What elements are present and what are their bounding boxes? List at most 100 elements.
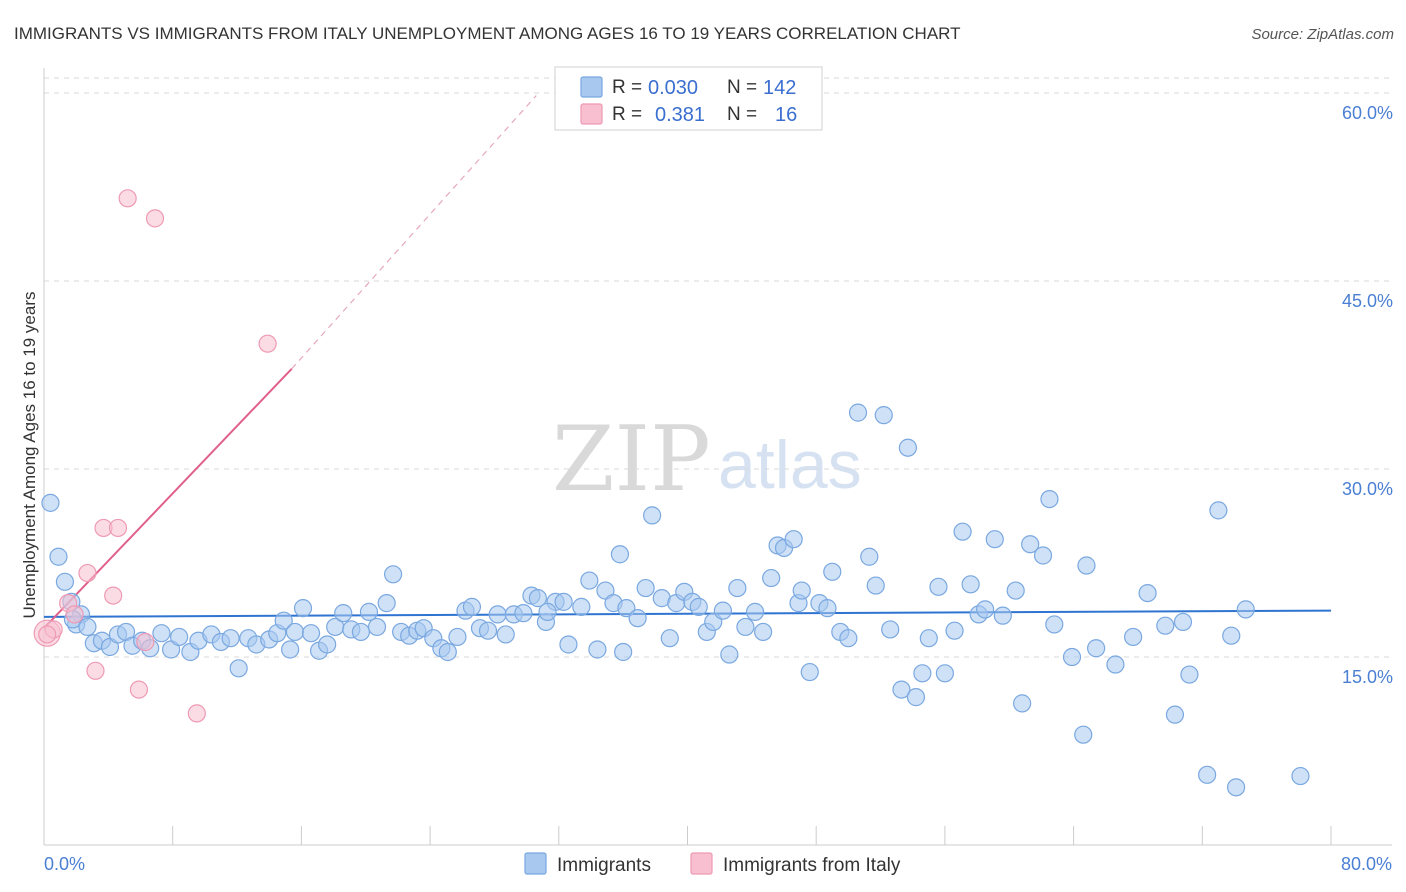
point-immigrants-55 <box>478 621 498 640</box>
legend-r-value-1: 0.030 <box>648 77 698 99</box>
point-italy-12 <box>145 209 165 228</box>
bottom-legend-swatch-immigrants <box>524 852 547 875</box>
legend-r-label-2: R = <box>612 104 642 125</box>
point-immigrants-69 <box>588 640 607 659</box>
point-immigrants-29 <box>274 611 293 630</box>
point-immigrants-137 <box>1173 612 1193 632</box>
point-immigrants-90 <box>754 622 773 642</box>
point-immigrants-35 <box>318 635 337 654</box>
point-italy-5 <box>86 661 105 680</box>
point-immigrants-123 <box>1013 694 1032 713</box>
point-immigrants-143 <box>1236 600 1255 619</box>
point-immigrants-37 <box>334 604 353 623</box>
legend-n-label-1: N = <box>727 77 757 98</box>
legend-n-value-2: 16 <box>775 104 797 126</box>
point-immigrants-121 <box>993 606 1012 625</box>
point-italy-9 <box>118 189 137 208</box>
bottom-legend-swatch-italy <box>690 852 713 875</box>
y-axis-label: Unemployment Among Ages 16 to 19 years <box>20 292 39 619</box>
point-immigrants-103 <box>848 403 868 422</box>
trend-line-italy-extension <box>291 95 537 370</box>
point-immigrants-7 <box>78 617 97 637</box>
point-immigrants-99 <box>818 599 837 618</box>
point-immigrants-39 <box>351 622 371 642</box>
point-immigrants-135 <box>1156 616 1175 635</box>
point-immigrants-89 <box>745 602 765 621</box>
point-immigrants-68 <box>580 571 599 590</box>
point-immigrants-144 <box>1291 766 1310 786</box>
point-immigrants-124 <box>1021 535 1040 554</box>
y-tick-label-45: 45.0% <box>1342 291 1393 311</box>
point-immigrants-75 <box>636 578 655 598</box>
point-immigrants-134 <box>1138 583 1157 603</box>
point-immigrants-136 <box>1165 705 1185 724</box>
point-immigrants-129 <box>1074 725 1093 744</box>
point-immigrants-120 <box>985 530 1004 549</box>
point-immigrants-33 <box>301 624 321 643</box>
point-immigrants-65 <box>538 602 557 621</box>
point-italy-7 <box>104 586 123 605</box>
point-immigrants-88 <box>736 617 755 637</box>
point-immigrants-108 <box>892 680 911 699</box>
point-immigrants-41 <box>367 617 387 637</box>
chart-source: Source: ZipAtlas.com <box>1251 26 1394 43</box>
point-immigrants-67 <box>572 597 591 616</box>
watermark-atlas: atlas <box>718 427 862 503</box>
point-immigrants-61 <box>528 589 547 608</box>
trend-lines <box>43 95 1332 629</box>
point-italy-8 <box>108 518 128 538</box>
point-immigrants-53 <box>462 597 482 616</box>
point-immigrants-66 <box>559 635 578 654</box>
trend-line-immigrants <box>43 609 1332 618</box>
point-immigrants-138 <box>1180 665 1199 684</box>
point-italy-13 <box>187 704 206 723</box>
point-immigrants-133 <box>1124 627 1143 647</box>
y-tick-labels: 15.0% 30.0% 45.0% 60.0% <box>1342 103 1393 687</box>
point-immigrants-40 <box>359 602 379 621</box>
series-immigrants-points <box>41 403 1310 797</box>
point-immigrants-50 <box>438 642 457 662</box>
x-tick-marks <box>43 826 1332 845</box>
point-immigrants-116 <box>953 522 972 541</box>
legend-swatch-italy <box>580 103 603 125</box>
point-immigrants-106 <box>874 406 893 425</box>
point-immigrants-105 <box>866 576 885 595</box>
point-immigrants-139 <box>1209 501 1228 520</box>
y-tick-label-60: 60.0% <box>1342 103 1393 123</box>
point-immigrants-127 <box>1045 615 1064 634</box>
point-immigrants-2 <box>55 572 75 591</box>
point-immigrants-119 <box>976 600 995 619</box>
point-immigrants-114 <box>935 664 955 683</box>
point-immigrants-132 <box>1106 655 1125 674</box>
point-immigrants-72 <box>610 545 630 564</box>
point-immigrants-97 <box>800 662 819 682</box>
point-immigrants-0 <box>41 493 60 512</box>
point-immigrants-140 <box>1198 765 1217 784</box>
point-immigrants-100 <box>823 562 842 581</box>
point-immigrants-85 <box>713 601 732 620</box>
point-italy-10 <box>129 680 149 699</box>
trend-line-italy <box>43 368 293 629</box>
legend-swatch-immigrants <box>580 76 603 98</box>
point-immigrants-74 <box>628 609 647 628</box>
point-immigrants-126 <box>1040 489 1059 509</box>
series-legend: Immigrants Immigrants from Italy <box>524 852 901 876</box>
point-immigrants-104 <box>860 547 879 566</box>
point-immigrants-117 <box>961 575 980 594</box>
point-immigrants-51 <box>448 627 467 647</box>
y-tick-label-30: 30.0% <box>1342 479 1393 499</box>
legend-r-value-2: 0.381 <box>655 104 705 126</box>
point-immigrants-102 <box>839 629 858 648</box>
point-immigrants-141 <box>1222 626 1241 645</box>
point-immigrants-96 <box>792 581 811 600</box>
legend-r-label-1: R = <box>612 77 642 98</box>
point-immigrants-16 <box>152 624 171 643</box>
point-immigrants-64 <box>554 592 573 611</box>
point-immigrants-131 <box>1087 639 1106 658</box>
point-immigrants-142 <box>1226 778 1246 797</box>
point-immigrants-24 <box>229 659 248 678</box>
point-immigrants-59 <box>514 604 533 623</box>
gridlines <box>44 77 1392 658</box>
point-italy-3 <box>65 605 84 624</box>
